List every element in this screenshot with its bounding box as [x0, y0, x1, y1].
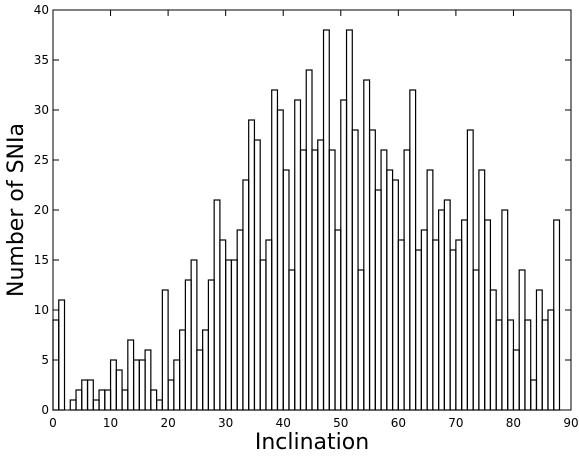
tick-label-layer: 0 10 20 30 40 50 60 70 80 90 0 5 10 15 20 25 30 35 40 [34, 3, 579, 430]
x-tick-label-80: 80 [506, 416, 521, 430]
y-tick-label-25: 25 [34, 153, 49, 167]
y-tick-label-15: 15 [34, 253, 49, 267]
x-tick-label-70: 70 [448, 416, 463, 430]
x-tick-label-10: 10 [103, 416, 118, 430]
x-axis-label: Inclination [255, 430, 369, 455]
x-tick-label-20: 20 [160, 416, 175, 430]
y-tick-label-10: 10 [34, 303, 49, 317]
x-tick-label-90: 90 [563, 416, 578, 430]
y-tick-label-35: 35 [34, 53, 49, 67]
y-tick-label-40: 40 [34, 3, 49, 17]
x-tick-label-60: 60 [391, 416, 406, 430]
x-tick-label-0: 0 [49, 416, 57, 430]
y-tick-label-5: 5 [41, 353, 49, 367]
tick-layer [52, 9, 572, 411]
y-axis-label: Number of SNIa [4, 123, 29, 297]
y-tick-label-20: 20 [34, 203, 49, 217]
y-tick-label-30: 30 [34, 103, 49, 117]
x-tick-label-40: 40 [276, 416, 291, 430]
y-tick-label-0: 0 [41, 403, 49, 417]
x-tick-label-30: 30 [218, 416, 233, 430]
x-tick-label-50: 50 [333, 416, 348, 430]
